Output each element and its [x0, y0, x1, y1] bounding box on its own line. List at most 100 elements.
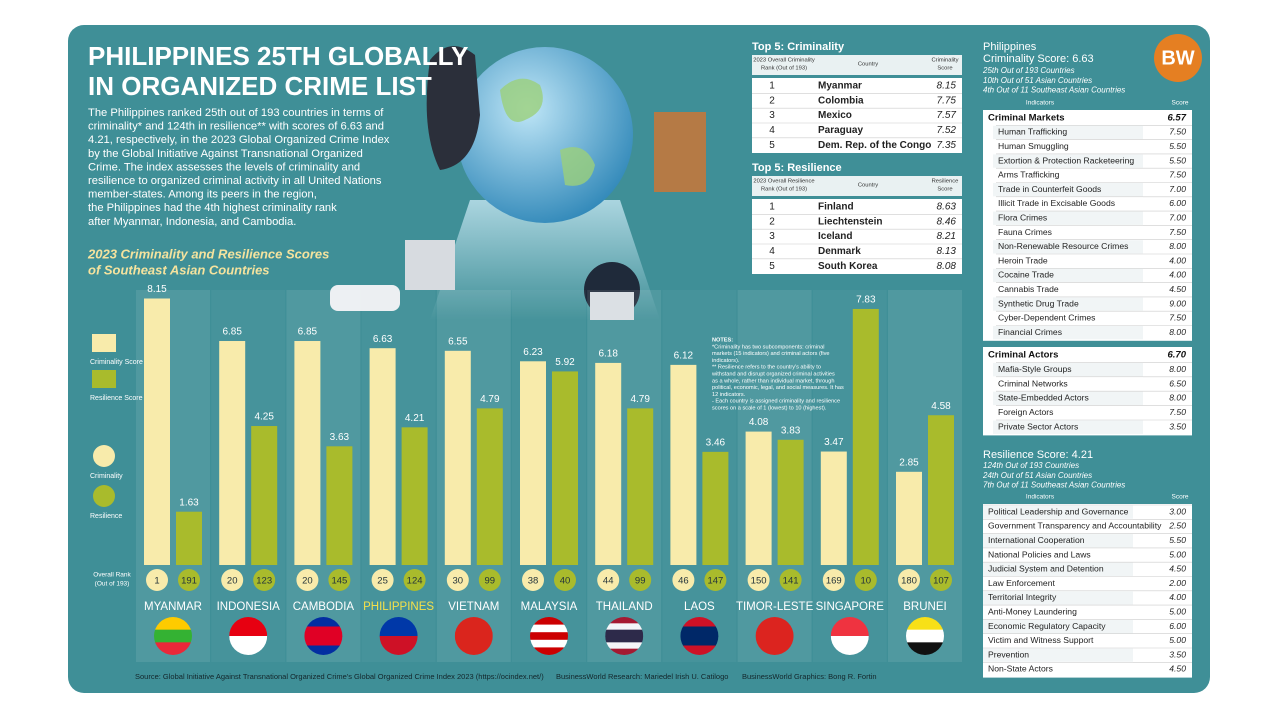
country-cell: South Korea [818, 261, 878, 272]
row-bg [983, 634, 1133, 648]
indicator-score: 7.00 [1169, 213, 1186, 223]
row-bg [983, 519, 1133, 534]
rank-value: 30 [453, 576, 464, 587]
country-label: THAILAND [596, 601, 653, 613]
indicator: Synthetic Drug Trade [998, 298, 1079, 308]
note-line: *Criminality has two subcomponents: crim… [712, 344, 825, 350]
rank-value: 99 [635, 576, 646, 587]
title: PHILIPPINES 25TH GLOBALLY [88, 41, 468, 71]
rank-cell: 3 [769, 231, 775, 242]
row-bg [983, 562, 1133, 576]
rank-value: 141 [783, 576, 799, 587]
flag-stripe [154, 617, 192, 631]
chart-title: of Southeast Asian Countries [88, 262, 270, 277]
rank-badge [672, 569, 695, 591]
rank-badge [930, 569, 952, 591]
country-label: MALAYSIA [521, 601, 578, 613]
table-header: Country [858, 62, 878, 68]
rank-cell: 4 [769, 246, 775, 257]
row-bg [993, 420, 1143, 434]
bar [777, 439, 804, 565]
rank-value: 150 [751, 576, 767, 587]
intro-line: by the Global Initiative Against Transna… [88, 148, 363, 160]
flag-stripe [605, 623, 644, 631]
flag-stripe [680, 636, 719, 646]
bar [476, 408, 503, 565]
rank-value: 38 [528, 576, 539, 587]
score-cell: 7.75 [937, 95, 957, 106]
flag-stripe [680, 645, 719, 655]
bar [670, 364, 697, 565]
value-label: 5.92 [555, 357, 575, 368]
indicator: Flora Crimes [998, 213, 1047, 223]
country-label: PHILIPPINES [363, 601, 434, 613]
country-label: SINGAPORE [816, 601, 885, 613]
row-bg [993, 283, 1143, 297]
row-bg [993, 268, 1143, 283]
flag-stripe [906, 617, 944, 631]
country-label: MYANMAR [144, 601, 202, 613]
indicator: Economic Regulatory Capacity [988, 621, 1106, 631]
value-label: 3.83 [781, 425, 801, 436]
bar [745, 431, 772, 565]
rank-value: 10 [861, 576, 872, 587]
flag-stripe [454, 617, 493, 655]
flag-stripe [680, 626, 719, 637]
table-header: Rank (Out of 193) [761, 66, 807, 72]
rank-badge [146, 569, 168, 591]
flag-stripe [906, 629, 944, 643]
footer: BusinessWorld Graphics: Bong R. Fortin [742, 672, 877, 681]
bar [444, 350, 471, 565]
indicator: Non-State Actors [988, 664, 1053, 674]
indicator-score: 2.00 [1168, 578, 1186, 588]
rank-badge [898, 569, 920, 591]
indicator-score: 7.50 [1169, 313, 1186, 323]
panel-score: Resilience Score: 4.21 [983, 449, 1093, 461]
note-line: - Each country is assigned criminality a… [712, 399, 840, 405]
country-cell: Denmark [818, 246, 861, 257]
group-score: 6.57 [1168, 113, 1187, 124]
score-cell: 8.08 [937, 261, 957, 272]
row-bg [983, 548, 1133, 562]
rank-value: 123 [256, 576, 272, 587]
value-label: 4.25 [254, 412, 274, 423]
indicator: Heroin Trade [998, 255, 1048, 265]
value-label: 6.85 [298, 327, 318, 338]
indicator: Law Enforcement [988, 578, 1055, 588]
panel-rank: 124th Out of 193 Countries [983, 461, 1079, 470]
rank-cell: 5 [769, 140, 775, 151]
value-label: 4.79 [630, 394, 650, 405]
indicator: Private Sector Actors [998, 421, 1078, 431]
logo-badge [1154, 34, 1202, 82]
rank-value: 44 [603, 576, 614, 587]
bar [369, 348, 396, 565]
rank-value: 99 [485, 576, 496, 587]
value-label: 3.63 [330, 432, 350, 443]
indicator: Human Trafficking [998, 127, 1067, 137]
panel-title: Philippines [983, 41, 1037, 53]
row-bg [983, 505, 1133, 519]
legend-circle [93, 445, 115, 467]
rank-badge [704, 569, 727, 591]
rank-cell: 1 [769, 202, 775, 213]
indicator-score: 4.50 [1169, 664, 1186, 674]
score-cell: 8.15 [937, 81, 957, 92]
col-header: Indicators [1026, 494, 1055, 501]
intro-line: resilience to organized criminal activit… [88, 175, 382, 187]
flag-stripe [304, 626, 343, 637]
indicator-score: 4.00 [1169, 255, 1186, 265]
country-label: TIMOR-LESTE [736, 601, 814, 613]
police-car [330, 285, 400, 311]
intro-line: the Philippines had the 4th highest crim… [88, 202, 337, 214]
value-label: 4.21 [405, 413, 425, 424]
rank-cell: 2 [769, 216, 775, 227]
panel-rank: 7th Out of 11 Southeast Asian Countries [983, 481, 1125, 490]
flag-stripe [755, 617, 794, 655]
country-label: LAOS [684, 601, 715, 613]
intro-line: Crime. The index assesses the levels of … [88, 161, 360, 173]
country-label: VIETNAM [448, 601, 499, 613]
flag-stripe [830, 617, 869, 637]
table-body [752, 78, 962, 153]
rank-badge [178, 569, 200, 591]
